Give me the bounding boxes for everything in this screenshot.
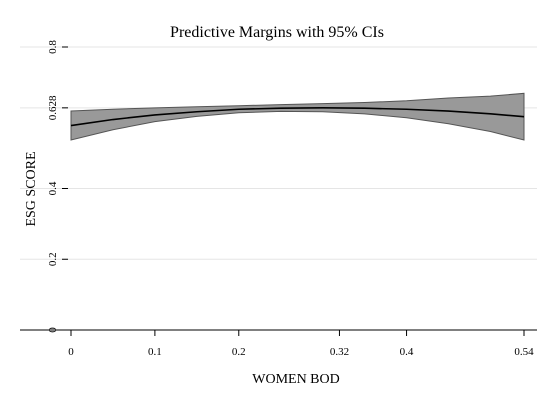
x-tick-label-3: 0.32 (330, 346, 349, 358)
chart-title: Predictive Margins with 95% CIs (170, 24, 384, 41)
x-tick-label-1: 0.1 (148, 346, 162, 358)
x-tick-label-2: 0.2 (232, 346, 246, 358)
axis-layer: 0 0.1 0.2 0.32 0.4 0.54 0 0.2 0.4 0.628 0.8 (20, 40, 537, 358)
y-axis-label: ESG SCORE (24, 151, 39, 226)
y-tick-label-0: 0 (47, 327, 59, 333)
x-tick-label-0: 0 (68, 346, 74, 358)
y-tick-label-4: 0.8 (47, 40, 59, 54)
fit-line-layer (70, 107, 525, 127)
x-tick-label-5: 0.54 (514, 346, 534, 358)
confidence-band (70, 92, 525, 141)
x-tick-label-4: 0.4 (400, 346, 414, 358)
grid-layer (20, 46, 537, 260)
x-axis-label: WOMEN BOD (252, 372, 340, 387)
confidence-band-layer (70, 92, 525, 141)
y-tick-label-3: 0.628 (47, 95, 59, 120)
y-tick-label-1: 0.2 (47, 252, 59, 266)
fit-line (70, 107, 525, 127)
y-tick-label-2: 0.4 (47, 181, 59, 195)
